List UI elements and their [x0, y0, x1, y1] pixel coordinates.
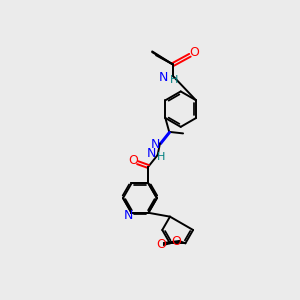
Text: H: H	[169, 75, 178, 85]
Text: N: N	[151, 138, 160, 151]
Text: O: O	[189, 46, 199, 59]
Text: N: N	[159, 71, 168, 84]
Text: N: N	[147, 147, 156, 160]
Text: O: O	[156, 238, 166, 250]
Text: H: H	[157, 152, 165, 162]
Text: O: O	[128, 154, 138, 167]
Text: N: N	[124, 208, 133, 222]
Text: O: O	[171, 235, 181, 248]
